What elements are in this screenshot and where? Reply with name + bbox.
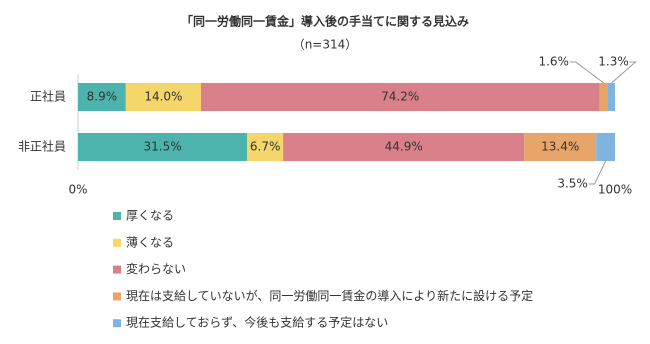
data-label: 1.3% [598,55,629,69]
bar-segment [78,133,248,161]
leader-line [611,61,637,84]
data-label: 8.9% [87,90,118,104]
bar-segment [596,133,615,161]
legend-swatch [113,319,121,328]
legend-swatch [113,265,121,274]
chart-title: 「同一労働同一賃金」導入後の手当てに関する見込み [181,14,469,29]
legend-swatch [113,238,121,247]
legend-swatch [113,292,121,301]
bar-segment [78,83,126,111]
bar-segment [524,133,597,161]
legend-swatch [113,212,121,220]
x-tick-label: 100% [598,183,632,197]
bar-segment [608,83,615,111]
legend-label: 現在支給しておらず、今後も支給する予定はない [126,315,388,330]
chart-subtitle: （n=314） [293,38,358,52]
bar-segment [283,133,525,161]
leader-line [569,61,605,84]
bar-segment [247,133,284,161]
data-label: 1.6% [538,55,569,69]
data-label: 14.0% [144,90,182,104]
data-label: 31.5% [144,140,182,154]
data-label: 3.5% [557,177,588,191]
legend-label: 薄くなる [126,234,174,249]
legend-label: 現在は支給していないが、同一労働同一賃金の導入により新たに設ける予定 [126,288,533,303]
x-tick-label: 0% [68,183,87,197]
data-label: 74.2% [381,90,419,104]
bar-segment [200,83,600,111]
y-tick-label: 非正社員 [18,139,66,154]
bar-segment [599,83,609,111]
bar-segment [125,83,201,111]
legend-label: 変わらない [126,261,186,276]
data-label: 13.4% [541,140,579,154]
leader-line [588,160,607,185]
y-tick-label: 正社員 [30,89,66,104]
data-label: 6.7% [250,140,281,154]
data-label: 44.9% [385,140,423,154]
legend-label: 厚くなる [126,209,174,223]
